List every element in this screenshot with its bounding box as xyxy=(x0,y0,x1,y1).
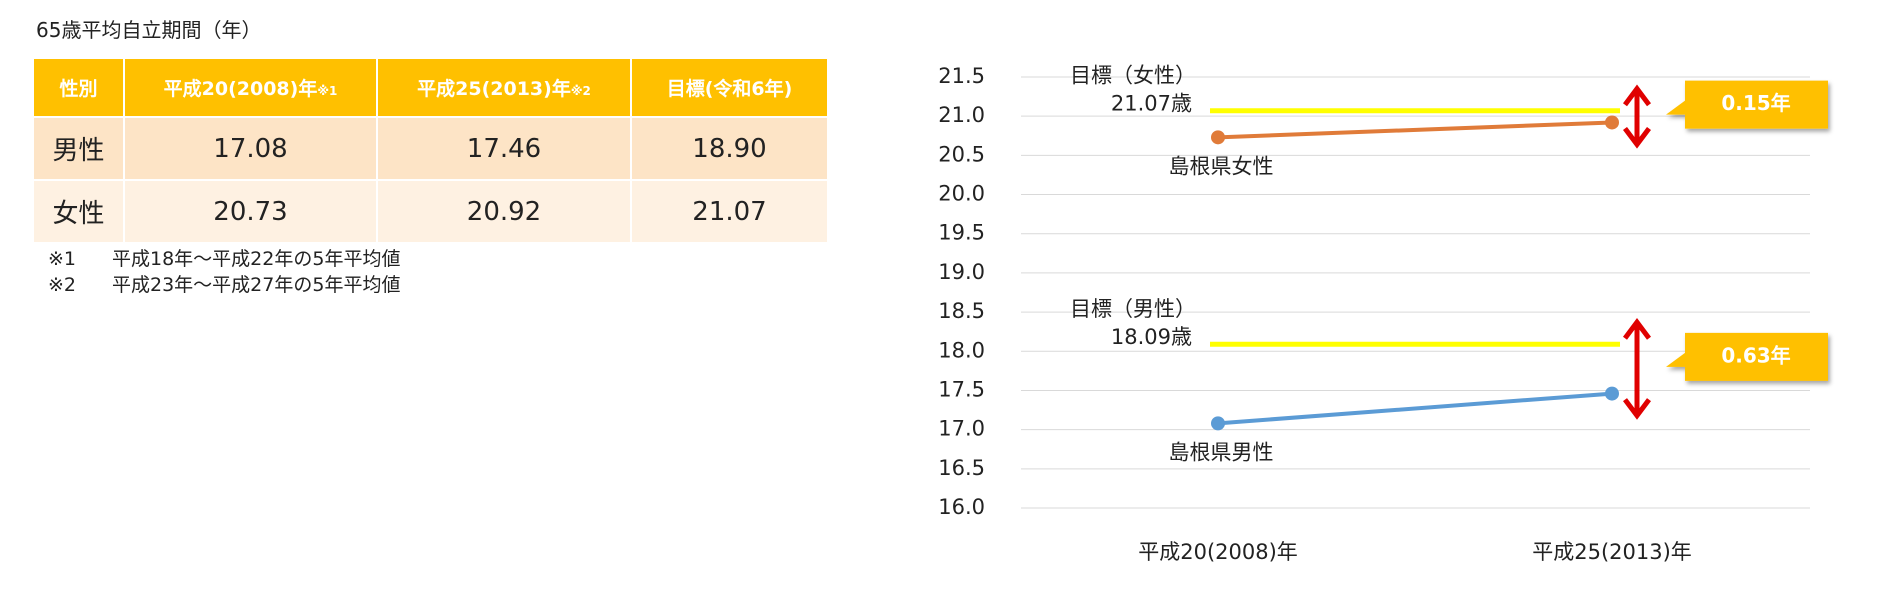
y-tick-label: 18.0 xyxy=(938,338,985,362)
cell: 21.07 xyxy=(630,179,829,244)
table: 性別 平成20(2008)年※1 平成25(2013)年※2 目標(令和6年) … xyxy=(32,57,829,244)
note-text: 平成23年～平成27年の5年平均値 xyxy=(112,274,401,296)
row: 男性 17.08 17.46 18.90 xyxy=(32,116,829,181)
header-cell: 平成20(2008)年※1 xyxy=(123,57,378,118)
cell: 20.92 xyxy=(376,179,632,244)
note-mark: ※2 xyxy=(48,274,77,296)
x-tick-label: 平成25(2013)年 xyxy=(1532,540,1692,564)
arrow-head xyxy=(1623,84,1651,107)
header-text: 平成25(2013)年 xyxy=(417,78,571,100)
header-text: 平成20(2008)年 xyxy=(163,78,318,100)
y-tick-label: 19.5 xyxy=(938,221,985,245)
target-label: 目標（男性） xyxy=(1070,297,1196,321)
cell: 20.73 xyxy=(123,179,378,244)
cell: 17.08 xyxy=(123,116,378,181)
y-tick-label: 21.5 xyxy=(938,64,985,88)
header-note: ※2 xyxy=(570,84,591,98)
notes: ※1 平成18年～平成22年の5年平均値 ※2 平成23年～平成27年の5年平均値 xyxy=(48,246,400,298)
target-value-label: 18.09歳 xyxy=(1111,325,1192,349)
arrow-head xyxy=(1623,318,1651,340)
callout-text: 0.15年 xyxy=(1721,91,1790,115)
y-tick-label: 17.5 xyxy=(938,377,985,401)
cell: 女性 xyxy=(32,179,125,244)
target-value-label: 21.07歳 xyxy=(1111,92,1192,116)
note-text: 平成18年～平成22年の5年平均値 xyxy=(112,248,401,270)
callout-text: 0.63年 xyxy=(1721,343,1790,367)
header-row: 性別 平成20(2008)年※1 平成25(2013)年※2 目標(令和6年) xyxy=(32,57,829,118)
arrow-head xyxy=(1623,126,1651,149)
header-cell: 平成25(2013)年※2 xyxy=(376,57,632,118)
point xyxy=(1605,115,1619,130)
point xyxy=(1211,130,1225,145)
y-tick-label: 18.5 xyxy=(938,299,985,323)
point xyxy=(1211,416,1225,431)
series-label: 島根県女性 xyxy=(1169,154,1274,178)
y-tick-label: 17.0 xyxy=(938,417,985,441)
y-tick-label: 20.5 xyxy=(938,142,985,166)
y-tick-label: 16.5 xyxy=(938,456,985,480)
y-tick-label: 21.0 xyxy=(938,103,985,127)
arrow-head xyxy=(1623,398,1651,420)
header-text: 性別 xyxy=(59,78,98,100)
y-tick-label: 20.0 xyxy=(938,182,985,206)
note: ※1 平成18年～平成22年の5年平均値 xyxy=(48,246,400,272)
header-cell: 目標(令和6年) xyxy=(630,57,829,118)
target-label: 目標（女性） xyxy=(1070,64,1196,88)
row: 女性 20.73 20.92 21.07 xyxy=(32,179,829,244)
header-cell: 性別 xyxy=(32,57,125,118)
callout xyxy=(1666,332,1828,381)
cell: 17.46 xyxy=(376,116,632,181)
header-note: ※1 xyxy=(317,84,338,98)
note: ※2 平成23年～平成27年の5年平均値 xyxy=(48,272,400,298)
cell: 18.90 xyxy=(630,116,829,181)
note-mark: ※1 xyxy=(48,248,77,270)
series-label: 島根県男性 xyxy=(1169,440,1274,464)
header-text: 目標(令和6年) xyxy=(666,78,793,100)
series-line xyxy=(1217,391,1613,426)
x-tick-label: 平成20(2008)年 xyxy=(1138,540,1298,564)
y-tick-label: 19.0 xyxy=(938,260,985,284)
point xyxy=(1605,386,1619,401)
callout xyxy=(1666,80,1828,129)
cell: 男性 xyxy=(32,116,125,181)
table-title: 65歳平均自立期間（年） xyxy=(36,18,262,42)
y-tick-label: 16.0 xyxy=(938,495,985,519)
series-line xyxy=(1217,120,1613,140)
